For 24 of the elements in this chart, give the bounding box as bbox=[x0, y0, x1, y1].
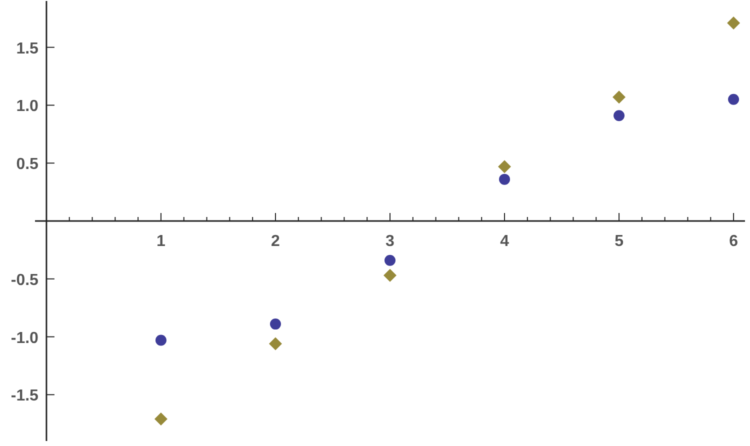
y-tick-label: 0.5 bbox=[16, 156, 39, 174]
point bbox=[268, 337, 282, 350]
point bbox=[612, 90, 626, 104]
point bbox=[155, 334, 166, 346]
point bbox=[499, 174, 510, 185]
x-tick-label: 2 bbox=[271, 233, 280, 250]
point bbox=[614, 110, 625, 122]
y-tick-label: 1.0 bbox=[16, 98, 39, 116]
point bbox=[154, 412, 168, 426]
point bbox=[384, 254, 396, 266]
x-tick-label: 4 bbox=[500, 233, 510, 250]
y-tick-label: -1.0 bbox=[10, 330, 39, 347]
x-tick-label: 6 bbox=[729, 233, 738, 250]
x-tick-label: 1 bbox=[156, 233, 166, 250]
point bbox=[498, 160, 512, 174]
y-tick-label: -0.5 bbox=[10, 272, 39, 289]
point bbox=[728, 94, 740, 105]
point bbox=[270, 318, 281, 330]
point bbox=[384, 268, 396, 282]
x-tick-label: 5 bbox=[614, 233, 624, 250]
y-tick-label: -1.5 bbox=[10, 388, 39, 405]
point bbox=[727, 16, 740, 30]
y-tick-label: 1.5 bbox=[16, 40, 39, 58]
x-tick-label: 3 bbox=[386, 233, 395, 250]
